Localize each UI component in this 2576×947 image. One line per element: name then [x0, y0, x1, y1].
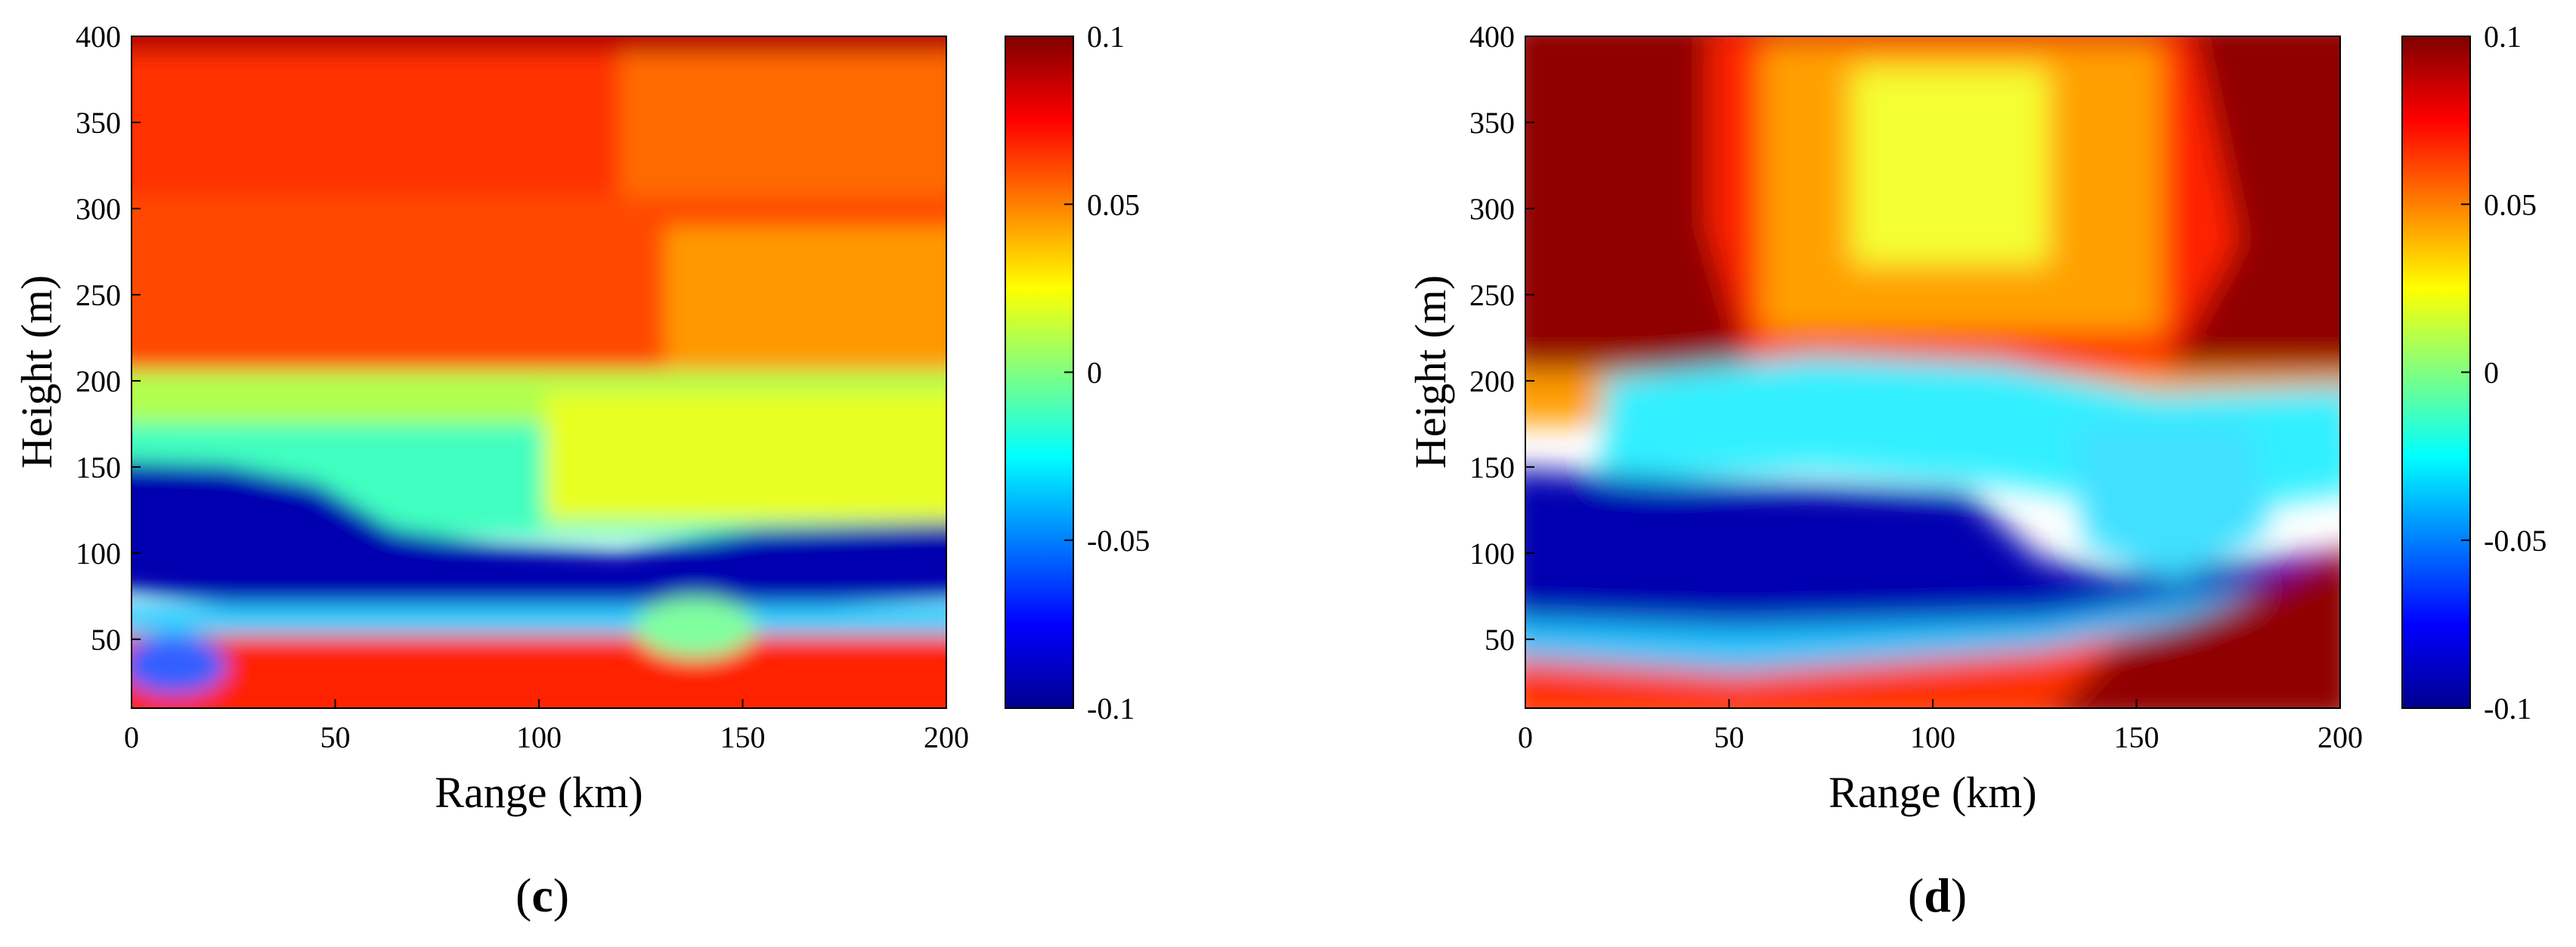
d-ytick-label: 50	[1485, 623, 1515, 657]
d-ytick-label: 200	[1469, 364, 1515, 398]
band-d-cyan-right	[2071, 423, 2268, 582]
c-xtick-label: 50	[320, 720, 351, 754]
d-ytick-label: 250	[1469, 278, 1515, 312]
d-cbtick-label: 0.05	[2484, 187, 2537, 221]
d-ytick-label: 100	[1469, 537, 1515, 571]
axis-ticks-c: 0 50 100 150 200 50 100 150 200 250 300 350 400	[76, 20, 969, 754]
c-ytick-label: 350	[76, 106, 121, 140]
colorbar-d	[2401, 36, 2471, 709]
c-ytick-label: 400	[76, 20, 121, 54]
panel-label-c: (c)	[516, 868, 570, 922]
d-cbtick-label: 0	[2484, 356, 2499, 390]
colorbar-c	[1005, 36, 1074, 709]
heatmap-d	[1525, 36, 2340, 708]
spot-c-bottom-mid	[635, 597, 756, 658]
d-cbtick-label: 0.1	[2484, 20, 2522, 54]
band-c-upper-right	[620, 53, 946, 204]
c-ytick-label: 300	[76, 192, 121, 226]
d-ytick-label: 150	[1469, 450, 1515, 484]
axis-ticks-d: 0 50 100 150 200 50 100 150 200 250 300 350 400	[1469, 20, 2363, 754]
c-cbtick-label: 0.1	[1087, 20, 1125, 54]
d-xtick-label: 150	[2114, 720, 2160, 754]
c-cbtick-label: 0.05	[1087, 187, 1140, 221]
band-c-cyan-right	[544, 393, 946, 521]
x-axis-label-c: Range (km)	[435, 768, 642, 817]
y-axis-label-c: Height (m)	[12, 275, 61, 469]
d-xtick-label: 200	[2317, 720, 2363, 754]
c-xtick-label: 100	[516, 720, 562, 754]
c-ytick-label: 100	[76, 537, 121, 571]
c-cbtick-label: -0.1	[1087, 692, 1135, 726]
d-ytick-label: 350	[1469, 106, 1515, 140]
c-ytick-label: 250	[76, 278, 121, 312]
d-xtick-label: 50	[1714, 720, 1745, 754]
heatmap-c	[132, 36, 946, 708]
d-ytick-label: 400	[1469, 20, 1515, 54]
d-ytick-label: 300	[1469, 192, 1515, 226]
x-axis-label-d: Range (km)	[1828, 768, 2036, 817]
c-xtick-label: 150	[720, 720, 766, 754]
band-d-upper-yellow	[1852, 68, 2048, 265]
colorbar-ticks-c: 0.1 0.05 0 -0.05 -0.1	[1064, 20, 1150, 726]
panel-label-d: (d)	[1908, 868, 1968, 922]
d-xtick-label: 100	[1910, 720, 1955, 754]
c-ytick-label: 200	[76, 364, 121, 398]
c-ytick-label: 50	[91, 623, 121, 657]
c-xtick-label: 0	[124, 720, 139, 754]
band-c-bottom	[132, 635, 946, 708]
colorbar-ticks-d: 0.1 0.05 0 -0.05 -0.1	[2461, 20, 2547, 726]
d-xtick-label: 0	[1518, 720, 1533, 754]
band-c-blue	[132, 462, 946, 627]
y-axis-label-d: Height (m)	[1406, 275, 1455, 469]
c-xtick-label: 200	[924, 720, 969, 754]
d-cbtick-label: -0.05	[2484, 524, 2547, 558]
band-d-bottom-dark	[2056, 552, 2340, 708]
c-cbtick-label: 0	[1087, 356, 1102, 390]
d-cbtick-label: -0.1	[2484, 692, 2531, 726]
c-ytick-label: 150	[76, 450, 121, 484]
c-cbtick-label: -0.05	[1087, 524, 1150, 558]
spot-c-bottom-left	[132, 635, 227, 695]
band-c-mid-right	[665, 227, 946, 385]
